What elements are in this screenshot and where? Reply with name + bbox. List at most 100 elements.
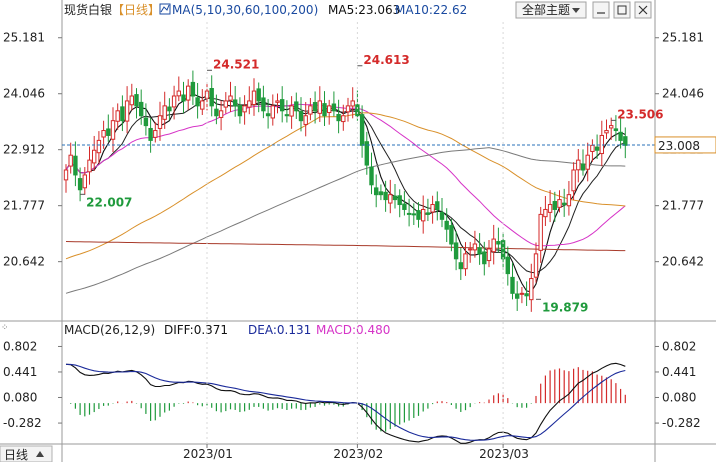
candle-body (444, 220, 449, 230)
candle-body (242, 105, 247, 113)
price-label-left: 24.046 (3, 87, 45, 101)
candle-body (392, 195, 398, 201)
candle-body (148, 127, 153, 141)
candle-body (543, 208, 548, 218)
candle-body (580, 163, 586, 171)
candle-body (524, 293, 529, 297)
macd-dea-line (65, 363, 626, 441)
macd-histogram (70, 367, 626, 432)
macd-label-right: 0.441 (662, 365, 696, 379)
candle-body (529, 278, 534, 301)
instrument-title: 现货白银 (64, 2, 112, 17)
candle-body (120, 106, 125, 122)
candle-body (463, 253, 468, 270)
candle-body (110, 120, 116, 140)
candle-body (256, 88, 261, 102)
candle-body (223, 100, 229, 108)
candle-body (623, 136, 628, 146)
candle-body (251, 90, 257, 105)
candle-body (153, 130, 158, 138)
candle-body (350, 100, 355, 107)
close-icon (638, 5, 648, 15)
macd-diff-label: DIFF:0.371 (164, 323, 228, 337)
price-label-left: 21.777 (3, 199, 45, 213)
candle-body (265, 113, 271, 117)
price-label-right: 24.046 (662, 87, 704, 101)
time-label: 2023/01 (183, 447, 233, 461)
macd-label-left: -0.282 (3, 416, 42, 430)
minimize-button[interactable] (592, 1, 610, 19)
candle-body (331, 103, 337, 112)
candle-body (585, 154, 590, 170)
theme-dropdown[interactable] (515, 1, 587, 19)
ma100-line (65, 147, 626, 294)
ma60-line (65, 112, 626, 260)
indicator-toggle-icon[interactable] (159, 3, 171, 15)
candle-body (181, 94, 186, 102)
candle-body (482, 251, 487, 265)
macd-params-label: MACD(26,12,9) (64, 323, 155, 337)
candle-body (284, 114, 290, 117)
annotation-label: 24.613 (363, 53, 409, 67)
candle-body (106, 128, 111, 136)
candle-body (336, 113, 341, 122)
last-price-label: 23.008 (658, 139, 700, 153)
candle-body (77, 178, 83, 191)
candle-body (190, 81, 196, 97)
candle-body (327, 105, 332, 114)
candle-body (552, 201, 557, 210)
macd-label-left: 0.080 (3, 390, 37, 404)
candle-body (218, 110, 224, 118)
macd-label-right: 0.802 (662, 339, 696, 353)
candle-body (247, 100, 252, 108)
candle-body (388, 194, 393, 204)
candle-body (129, 95, 135, 106)
candle-body (383, 191, 388, 201)
candle-body (576, 159, 581, 171)
ma30-line (65, 103, 626, 247)
restore-button[interactable] (613, 1, 631, 19)
candle-body (510, 276, 515, 294)
macd-dea-label: DEA:0.131 (248, 323, 311, 337)
candle-body (594, 146, 600, 151)
candle-body (359, 114, 365, 146)
candle-body (63, 169, 69, 181)
time-label: 2023/03 (479, 447, 529, 461)
candle-body (411, 213, 417, 216)
ma5-value-label: MA5:23.063 (328, 3, 400, 17)
time-axis: 2023/01 2023/02 2023/03 (183, 22, 529, 461)
candle-body (124, 100, 130, 122)
period-tab[interactable] (0, 445, 53, 462)
candle-body (609, 125, 614, 129)
candle-body (496, 241, 501, 245)
candle-body (171, 95, 177, 108)
candle-body (134, 94, 139, 107)
candle-body (68, 154, 73, 167)
candle-body (298, 110, 304, 122)
candle-body (453, 242, 459, 260)
resize-handle-icon[interactable]: ⁘ (1, 323, 9, 333)
ma200-line (65, 241, 626, 252)
macd-label-right: 0.080 (662, 390, 696, 404)
candle-body (571, 169, 576, 192)
candle-body (162, 105, 167, 120)
candle-body (590, 144, 595, 152)
candle-body (214, 108, 219, 117)
candle-body (167, 106, 172, 112)
candle-body (186, 85, 191, 101)
candle-body (604, 130, 609, 134)
macd-label-left: 0.802 (3, 339, 37, 353)
price-label-left: 20.642 (3, 255, 45, 269)
candle-body (397, 195, 402, 206)
candle-body (449, 225, 454, 245)
candle-body (435, 201, 440, 210)
price-label-right: 21.777 (662, 199, 704, 213)
indicator-chart-icon (160, 4, 170, 13)
candle-body (557, 199, 562, 208)
macd-label-right: -0.282 (662, 416, 701, 430)
candle-body (562, 202, 567, 206)
annotation-label: 24.521 (213, 57, 259, 71)
chevron-up-icon (36, 451, 44, 457)
macd-hist-label: MACD:0.480 (316, 323, 390, 337)
